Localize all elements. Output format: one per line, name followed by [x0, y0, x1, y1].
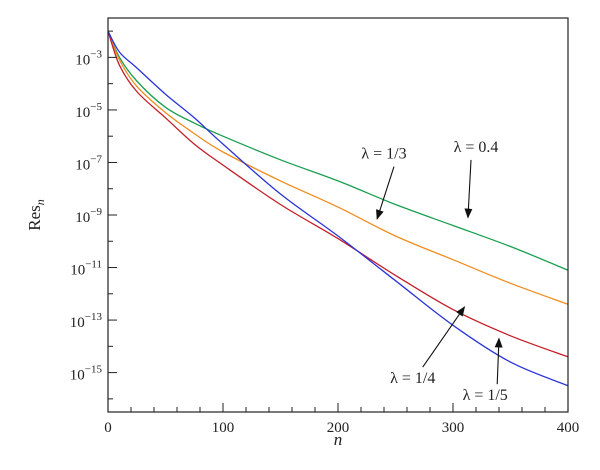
y-tick-base: 10	[70, 315, 85, 331]
y-tick-base: 10	[75, 105, 90, 121]
y-axis-label: Resn	[25, 199, 47, 231]
x-axis-ticks: 0 100 200 300 400	[104, 403, 579, 436]
y-tick-base: 10	[75, 157, 90, 173]
y-tick-label: 10−3	[75, 48, 102, 68]
y-tick-exponent: −3	[90, 48, 102, 60]
y-tick-label: 10−7	[75, 153, 102, 173]
annotation-layer: λ = 1/3 λ = 0.4 λ = 1/4 λ = 1/5	[361, 139, 507, 404]
x-tick-label: 300	[442, 420, 465, 436]
y-axis-label-text: Res	[25, 205, 44, 231]
plot-frame	[107, 17, 569, 413]
y-tick-label: 10−15	[70, 364, 103, 384]
y-tick-label: 10−13	[70, 311, 103, 331]
annotation-label-2: λ = 0.4	[454, 139, 499, 156]
y-tick-base: 10	[75, 52, 90, 68]
annotation-label-1: λ = 1/3	[361, 146, 406, 163]
y-tick-base: 10	[75, 210, 90, 226]
y-tick-exponent: −9	[90, 206, 102, 218]
y-tick-label: 10−11	[70, 259, 102, 279]
y-tick-base: 10	[70, 263, 85, 279]
x-axis-label: n	[334, 430, 343, 449]
y-tick-exponent: −13	[85, 311, 103, 323]
y-axis-label-subscript: n	[33, 199, 47, 205]
series-line-2	[108, 30, 568, 305]
series-line-3	[108, 30, 568, 358]
annotation-arrow-4	[494, 337, 503, 385]
annotation-label-4: λ = 1/5	[463, 387, 508, 404]
x-axis-label-text: n	[334, 430, 343, 449]
y-tick-base: 10	[70, 368, 85, 384]
series-line-4	[108, 30, 568, 387]
annotation-arrow-3	[422, 306, 466, 368]
series-layer	[108, 30, 568, 387]
x-tick-label: 200	[327, 420, 350, 436]
y-tick-exponent: −11	[85, 259, 102, 271]
y-tick-exponent: −7	[90, 153, 102, 165]
x-tick-label: 0	[104, 420, 112, 436]
series-line-1	[108, 30, 568, 271]
annotation-label-3: λ = 1/4	[390, 370, 435, 387]
annotation-arrow-2	[464, 159, 473, 219]
annotation-arrow-1	[376, 166, 395, 220]
y-tick-label: 10−5	[75, 101, 102, 121]
x-tick-label: 400	[557, 420, 580, 436]
x-tick-label: 100	[212, 420, 235, 436]
y-tick-label: 10−9	[75, 206, 102, 226]
y-tick-exponent: −5	[90, 101, 102, 113]
y-tick-exponent: −15	[85, 364, 103, 376]
